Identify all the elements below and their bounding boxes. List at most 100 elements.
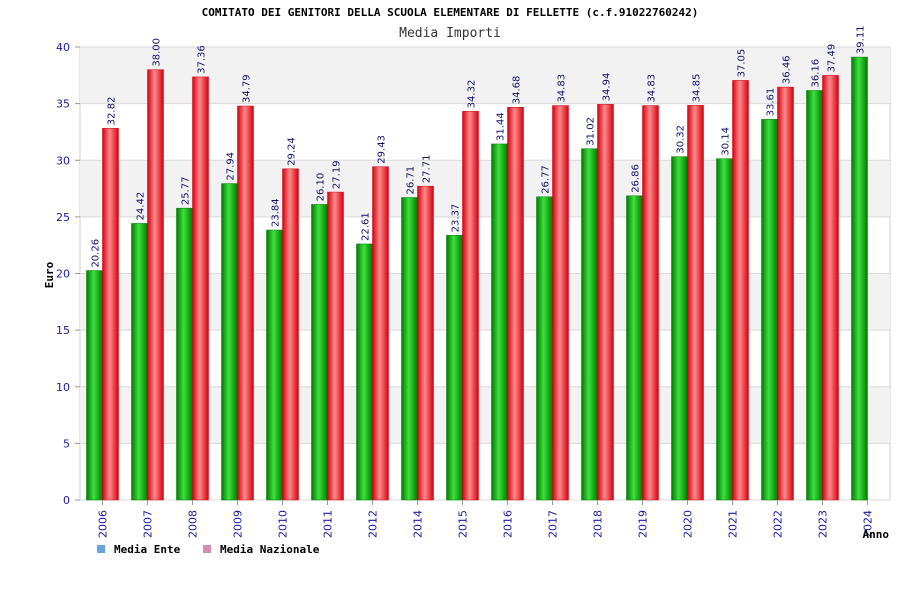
data-label-media-ente-2019: 26.86 (631, 164, 642, 193)
data-label-media-nazionale-2022: 36.46 (782, 55, 793, 84)
data-label-media-nazionale-2018: 34.94 (602, 73, 613, 102)
x-tick-label: 2009 (232, 510, 245, 538)
data-label-media-ente-2024: 39.11 (856, 25, 867, 54)
bar-media-nazionale-2019 (642, 105, 659, 501)
x-tick-label: 2018 (592, 510, 605, 538)
y-tick-label: 20 (56, 268, 70, 281)
bar-media-nazionale-2010 (282, 168, 299, 501)
x-tick-label: 2020 (682, 510, 695, 538)
data-label-media-nazionale-2020: 34.85 (692, 74, 703, 103)
bar-media-nazionale-2006 (102, 128, 119, 501)
bar-media-nazionale-2021 (732, 80, 749, 501)
data-label-media-nazionale-2019: 34.83 (647, 74, 658, 103)
bar-media-nazionale-2020 (687, 105, 704, 501)
bar-media-ente-2016 (491, 143, 508, 501)
bar-media-ente-2019 (626, 195, 643, 501)
grid-band (80, 47, 890, 104)
data-label-media-nazionale-2015: 34.32 (467, 80, 478, 109)
gridlines (80, 46, 890, 501)
data-label-media-nazionale-2006: 32.82 (107, 97, 118, 126)
y-tick-label: 10 (56, 381, 70, 394)
legend-label-media-ente: Media Ente (114, 543, 181, 556)
data-label-media-ente-2018: 31.02 (586, 117, 597, 146)
bars-group: 20.26 32.82 24.42 38.00 25.77 37.36 27.94 34.79… (86, 25, 868, 501)
chart-title: COMITATO DEI GENITORI DELLA SCUOLA ELEME… (202, 6, 699, 19)
bar-media-ente-2011 (311, 204, 328, 501)
grid-band (80, 160, 890, 217)
x-axis: 2006 2007 2008 2009 2010 2011 2012 2014 2015 2016… (97, 500, 875, 538)
bar-media-ente-2015 (446, 235, 463, 501)
data-label-media-nazionale-2010: 29.24 (287, 137, 298, 166)
data-label-media-nazionale-2011: 27.19 (332, 160, 343, 189)
legend-label-media-nazionale: Media Nazionale (220, 543, 320, 556)
bar-media-ente-2008 (176, 207, 193, 501)
chart-subtitle: Media Importi (399, 26, 501, 41)
data-label-media-nazionale-2014: 27.71 (422, 155, 433, 184)
x-tick-label: 2012 (367, 510, 380, 538)
data-label-media-nazionale-2008: 37.36 (197, 45, 208, 74)
bar-media-ente-2020 (671, 156, 688, 501)
bar-media-nazionale-2014 (417, 185, 434, 501)
bar-media-nazionale-2017 (552, 105, 569, 501)
data-label-media-nazionale-2023: 37.49 (827, 44, 838, 73)
x-tick-label: 2023 (817, 510, 830, 538)
bar-media-nazionale-2023 (822, 75, 839, 501)
x-tick-label: 2006 (97, 510, 110, 538)
x-tick-label: 2014 (412, 510, 425, 538)
data-label-media-nazionale-2007: 38.00 (152, 38, 163, 67)
bar-media-nazionale-2008 (192, 76, 209, 501)
bar-media-ente-2022 (761, 119, 778, 501)
data-label-media-ente-2006: 20.26 (91, 239, 102, 268)
bar-media-ente-2010 (266, 229, 283, 501)
bar-media-ente-2024 (851, 56, 868, 501)
grid-band (80, 273, 890, 331)
x-tick-label: 2010 (277, 510, 290, 538)
bar-media-ente-2017 (536, 196, 553, 501)
data-label-media-ente-2008: 25.77 (181, 177, 192, 206)
bar-media-ente-2007 (131, 223, 148, 501)
x-tick-label: 2017 (547, 510, 560, 538)
x-tick-label: 2011 (322, 510, 335, 538)
data-label-media-ente-2014: 26.71 (406, 166, 417, 195)
x-tick-label: 2024 (862, 510, 875, 538)
bar-media-nazionale-2012 (372, 166, 389, 501)
x-tick-label: 2019 (637, 510, 650, 538)
y-tick-label: 15 (56, 324, 70, 337)
data-label-media-ente-2022: 33.61 (766, 88, 777, 117)
bar-media-ente-2006 (86, 270, 103, 501)
data-label-media-ente-2012: 22.61 (361, 212, 372, 241)
data-label-media-ente-2010: 23.84 (271, 198, 282, 227)
bar-media-ente-2014 (401, 197, 418, 501)
bar-media-ente-2023 (806, 90, 823, 501)
bar-media-nazionale-2015 (462, 111, 479, 501)
y-tick-label: 40 (56, 41, 70, 54)
x-tick-label: 2015 (457, 510, 470, 538)
data-label-media-ente-2017: 26.77 (541, 165, 552, 194)
grid-band (80, 386, 890, 444)
data-label-media-ente-2023: 36.16 (811, 59, 822, 88)
data-label-media-nazionale-2016: 34.68 (512, 76, 523, 105)
data-label-media-ente-2020: 30.32 (676, 125, 687, 154)
bar-media-nazionale-2018 (597, 104, 614, 501)
bar-media-ente-2012 (356, 243, 373, 501)
x-axis-label: Anno (863, 528, 890, 541)
data-label-media-nazionale-2021: 37.05 (737, 49, 748, 78)
data-label-media-ente-2007: 24.42 (136, 192, 147, 221)
y-tick-label: 30 (56, 154, 70, 167)
y-axis-label: Euro (43, 261, 56, 288)
legend-swatch-media-ente (97, 545, 105, 553)
bar-media-ente-2018 (581, 148, 598, 501)
legend: Media Ente Media Nazionale (97, 543, 320, 556)
bar-media-nazionale-2007 (147, 69, 164, 501)
x-tick-label: 2007 (142, 510, 155, 538)
bar-media-nazionale-2016 (507, 106, 524, 501)
x-tick-label: 2008 (187, 510, 200, 538)
data-label-media-ente-2011: 26.10 (316, 173, 327, 202)
data-label-media-nazionale-2012: 29.43 (377, 135, 388, 164)
data-label-media-nazionale-2009: 34.79 (242, 74, 253, 103)
y-tick-label: 35 (56, 98, 70, 111)
x-tick-label: 2016 (502, 510, 515, 538)
bar-media-ente-2021 (716, 158, 733, 501)
